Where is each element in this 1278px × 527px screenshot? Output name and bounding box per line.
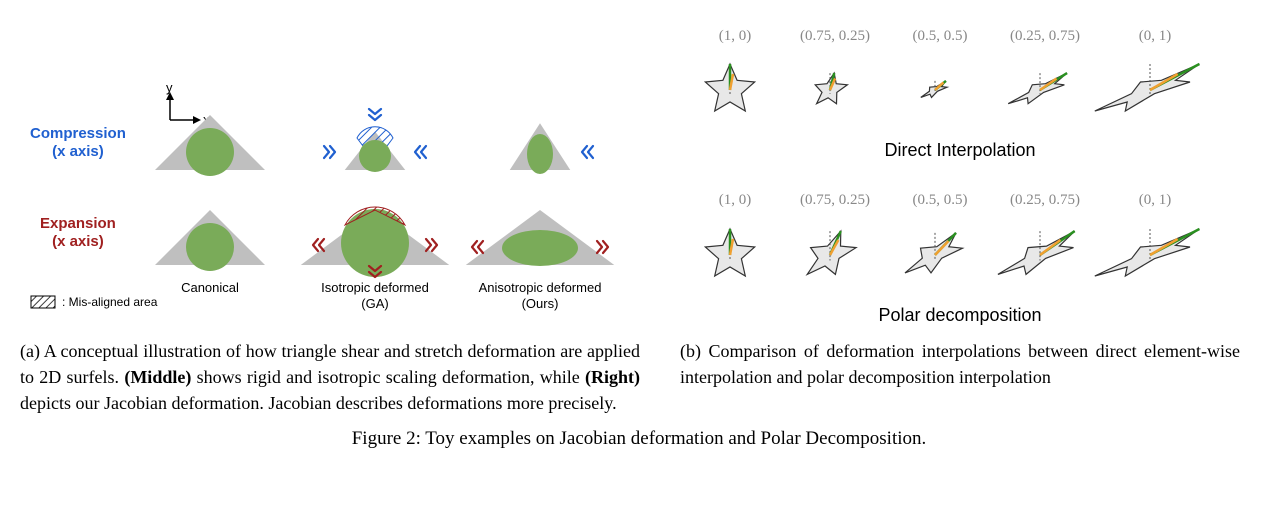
panel-b-svg [680, 20, 1240, 330]
weight-label: (0.5, 0.5) [895, 28, 985, 45]
hatch-icon [30, 295, 56, 309]
weight-label: (0.75, 0.25) [790, 28, 880, 45]
col-anisotropic-label: Anisotropic deformed(Ours) [465, 280, 615, 311]
master-caption: Figure 2: Toy examples on Jacobian defor… [20, 428, 1258, 450]
panel-a-svg [20, 20, 640, 310]
caption-b: (b) Comparison of deformation interpolat… [680, 338, 1240, 390]
figure-container: Compression(x axis) Expansion(x axis) y … [20, 20, 1258, 416]
weight-label: (0, 1) [1110, 192, 1200, 209]
diagram-b: Direct Interpolation Polar decomposition… [680, 20, 1240, 330]
legend: : Mis-aligned area [30, 295, 157, 309]
diagram-a: Compression(x axis) Expansion(x axis) y … [20, 20, 640, 330]
weight-label: (0, 1) [1110, 28, 1200, 45]
col-canonical-label: Canonical [135, 280, 285, 296]
caption-a: (a) A conceptual illustration of how tri… [20, 338, 640, 416]
panel-a: Compression(x axis) Expansion(x axis) y … [20, 20, 640, 416]
panel-b: Direct Interpolation Polar decomposition… [680, 20, 1240, 390]
col-isotropic-label: Isotropic deformed(GA) [300, 280, 450, 311]
weight-label: (0.25, 0.75) [1000, 192, 1090, 209]
method-direct-label: Direct Interpolation [680, 140, 1240, 161]
weight-label: (1, 0) [690, 192, 780, 209]
method-polar-label: Polar decomposition [680, 305, 1240, 326]
legend-text: : Mis-aligned area [62, 295, 157, 309]
weight-label: (0.25, 0.75) [1000, 28, 1090, 45]
weight-label: (0.75, 0.25) [790, 192, 880, 209]
weight-label: (1, 0) [690, 28, 780, 45]
weight-label: (0.5, 0.5) [895, 192, 985, 209]
